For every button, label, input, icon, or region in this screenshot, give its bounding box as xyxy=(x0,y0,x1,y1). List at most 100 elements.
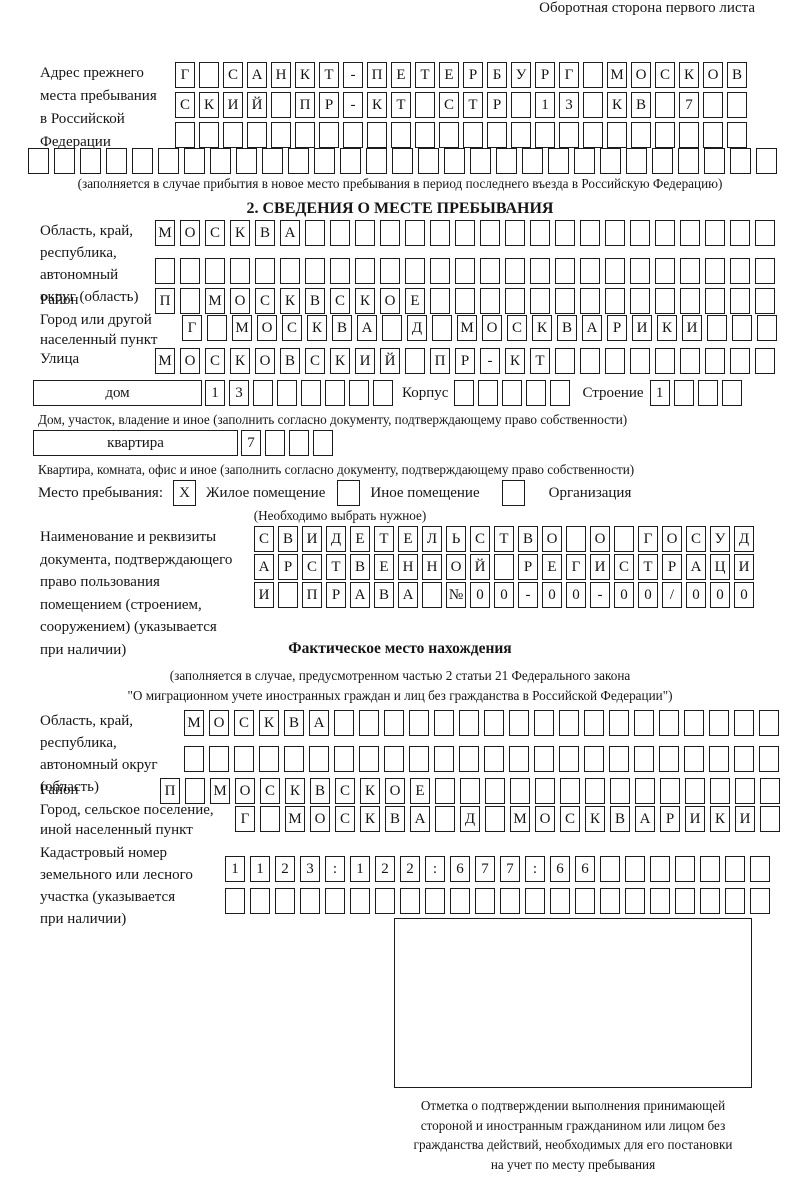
char-cell[interactable] xyxy=(236,148,257,174)
char-cell[interactable]: 7 xyxy=(475,856,495,882)
char-cell[interactable] xyxy=(375,888,395,914)
char-cell[interactable]: 0 xyxy=(566,582,586,608)
char-cell[interactable]: О xyxy=(235,778,255,804)
char-cell[interactable]: Е xyxy=(398,526,418,552)
char-cell[interactable] xyxy=(295,122,315,148)
char-cell[interactable] xyxy=(759,746,779,772)
char-cell[interactable]: Ь xyxy=(446,526,466,552)
char-cell[interactable]: О xyxy=(542,526,562,552)
char-cell[interactable] xyxy=(560,778,580,804)
char-cell[interactable]: С xyxy=(614,554,634,580)
char-cell[interactable] xyxy=(205,258,225,284)
char-cell[interactable] xyxy=(734,710,754,736)
char-cell[interactable] xyxy=(319,122,339,148)
char-cell[interactable]: И xyxy=(254,582,274,608)
char-cell[interactable] xyxy=(730,148,751,174)
char-cell[interactable]: А xyxy=(410,806,430,832)
char-cell[interactable]: М xyxy=(184,710,204,736)
char-cell[interactable]: К xyxy=(307,315,327,341)
char-cell[interactable]: И xyxy=(590,554,610,580)
checkbox-zhiloe[interactable]: X xyxy=(173,480,196,506)
char-cell[interactable] xyxy=(373,380,393,406)
char-cell[interactable] xyxy=(555,220,575,246)
char-cell[interactable]: А xyxy=(254,554,274,580)
char-cell[interactable] xyxy=(600,888,620,914)
char-cell[interactable] xyxy=(366,148,387,174)
char-cell[interactable]: - xyxy=(590,582,610,608)
char-cell[interactable]: К xyxy=(285,778,305,804)
char-cell[interactable]: С xyxy=(686,526,706,552)
char-cell[interactable]: Д xyxy=(407,315,427,341)
char-cell[interactable] xyxy=(634,746,654,772)
char-cell[interactable] xyxy=(480,220,500,246)
char-cell[interactable] xyxy=(334,746,354,772)
char-cell[interactable] xyxy=(505,258,525,284)
char-cell[interactable]: 1 xyxy=(535,92,555,118)
char-cell[interactable] xyxy=(367,122,387,148)
char-cell[interactable] xyxy=(463,122,483,148)
char-cell[interactable] xyxy=(679,122,699,148)
char-cell[interactable]: С xyxy=(335,778,355,804)
char-cell[interactable] xyxy=(559,710,579,736)
char-cell[interactable] xyxy=(511,92,531,118)
char-cell[interactable] xyxy=(384,746,404,772)
char-cell[interactable] xyxy=(325,888,345,914)
char-cell[interactable] xyxy=(485,778,505,804)
char-cell[interactable] xyxy=(605,220,625,246)
char-cell[interactable] xyxy=(510,778,530,804)
char-cell[interactable] xyxy=(709,710,729,736)
char-cell[interactable] xyxy=(625,888,645,914)
char-cell[interactable] xyxy=(454,380,475,406)
char-cell[interactable]: Ц xyxy=(710,554,730,580)
char-cell[interactable] xyxy=(460,778,480,804)
char-cell[interactable] xyxy=(734,746,754,772)
char-cell[interactable]: С xyxy=(330,288,350,314)
char-cell[interactable]: А xyxy=(686,554,706,580)
char-cell[interactable]: О xyxy=(590,526,610,552)
char-cell[interactable] xyxy=(330,258,350,284)
char-cell[interactable]: Е xyxy=(374,554,394,580)
char-cell[interactable] xyxy=(680,258,700,284)
char-cell[interactable]: М xyxy=(510,806,530,832)
char-cell[interactable]: Р xyxy=(278,554,298,580)
char-cell[interactable] xyxy=(625,856,645,882)
char-cell[interactable]: Т xyxy=(391,92,411,118)
char-cell[interactable] xyxy=(635,778,655,804)
char-cell[interactable] xyxy=(750,888,770,914)
char-cell[interactable]: Р xyxy=(455,348,475,374)
char-cell[interactable]: 7 xyxy=(500,856,520,882)
char-cell[interactable] xyxy=(605,288,625,314)
char-cell[interactable] xyxy=(199,122,219,148)
char-cell[interactable] xyxy=(325,380,345,406)
char-cell[interactable] xyxy=(607,122,627,148)
char-cell[interactable] xyxy=(470,148,491,174)
char-cell[interactable] xyxy=(80,148,101,174)
char-cell[interactable]: - xyxy=(480,348,500,374)
char-cell[interactable] xyxy=(652,148,673,174)
char-cell[interactable] xyxy=(305,220,325,246)
char-cell[interactable]: П xyxy=(155,288,175,314)
char-cell[interactable] xyxy=(548,148,569,174)
char-cell[interactable]: 6 xyxy=(450,856,470,882)
char-cell[interactable] xyxy=(314,148,335,174)
char-cell[interactable]: 3 xyxy=(559,92,579,118)
char-cell[interactable]: 1 xyxy=(649,380,670,406)
char-cell[interactable] xyxy=(703,92,723,118)
char-cell[interactable] xyxy=(630,258,650,284)
char-cell[interactable] xyxy=(732,315,752,341)
char-cell[interactable]: П xyxy=(295,92,315,118)
char-cell[interactable]: Т xyxy=(638,554,658,580)
char-cell[interactable] xyxy=(631,122,651,148)
char-cell[interactable] xyxy=(175,122,195,148)
char-cell[interactable] xyxy=(684,746,704,772)
char-cell[interactable] xyxy=(430,288,450,314)
char-cell[interactable] xyxy=(580,220,600,246)
char-cell[interactable] xyxy=(439,122,459,148)
char-cell[interactable] xyxy=(422,582,442,608)
char-cell[interactable] xyxy=(415,92,435,118)
char-cell[interactable] xyxy=(271,122,291,148)
char-cell[interactable] xyxy=(455,288,475,314)
char-cell[interactable] xyxy=(710,778,730,804)
char-cell[interactable] xyxy=(444,148,465,174)
char-cell[interactable] xyxy=(184,148,205,174)
